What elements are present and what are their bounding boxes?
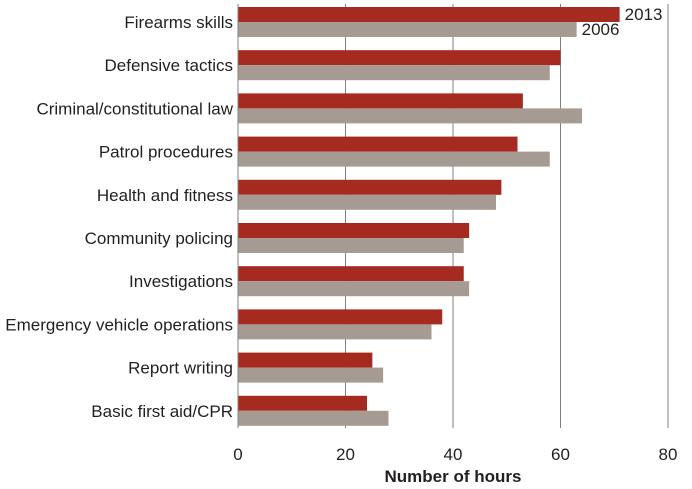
bar-2006-7 [238, 324, 432, 340]
x-tick-label: 40 [444, 445, 463, 464]
bar-2013-2 [238, 93, 523, 109]
category-label: Investigations [129, 272, 233, 291]
x-axis-title: Number of hours [385, 467, 522, 486]
bar-2013-3 [238, 136, 518, 152]
x-tick-label: 0 [233, 445, 242, 464]
bar-2013-5 [238, 223, 470, 238]
bar-2006-6 [238, 281, 470, 297]
bar-2013-4 [238, 179, 502, 195]
category-label: Criminal/constitutional law [36, 99, 233, 118]
bar-2006-9 [238, 410, 389, 426]
bar-2006-3 [238, 151, 550, 167]
category-label: Defensive tactics [105, 56, 234, 75]
category-label: Community policing [85, 229, 233, 248]
series-labels: 2013 2006 [582, 5, 663, 39]
bar-2006-5 [238, 238, 464, 253]
bar-2013-6 [238, 266, 464, 282]
x-tick-label: 20 [336, 445, 355, 464]
category-label: Health and fitness [97, 186, 233, 205]
category-label: Firearms skills [124, 13, 233, 32]
bar-2006-2 [238, 108, 582, 124]
x-tick-labels: 0 20 40 60 80 [233, 445, 677, 464]
series-label-2013: 2013 [625, 5, 663, 24]
bar-2013-7 [238, 309, 443, 325]
bar-2006-8 [238, 367, 384, 383]
bar-2013-1 [238, 50, 561, 66]
category-label: Basic first aid/CPR [91, 402, 233, 421]
bar-2006-0 [238, 22, 577, 37]
bar-2013-9 [238, 395, 367, 411]
category-labels: Firearms skills Defensive tactics Criminal… [5, 13, 233, 421]
x-tick-label: 60 [551, 445, 570, 464]
category-label: Emergency vehicle operations [5, 315, 233, 334]
category-label: Patrol procedures [99, 143, 233, 162]
x-tick-label: 80 [659, 445, 678, 464]
series-label-2006: 2006 [582, 20, 620, 39]
bar-2013-8 [238, 352, 373, 368]
bar-2013-0 [238, 7, 620, 22]
category-label: Report writing [128, 359, 233, 378]
bar-2006-1 [238, 65, 550, 81]
bar-2006-4 [238, 194, 496, 210]
bars [238, 7, 620, 426]
